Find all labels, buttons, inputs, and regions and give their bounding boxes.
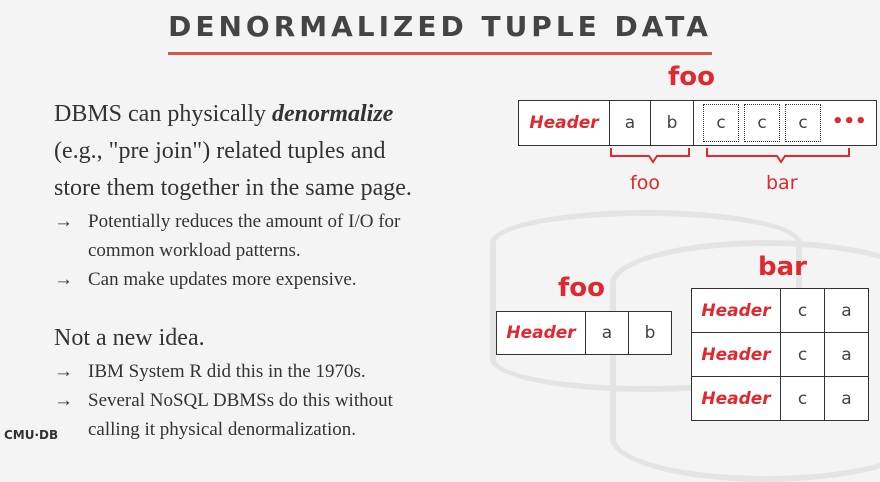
bullet-main-line: store them together in the same page.	[54, 175, 412, 201]
bracket-bar	[706, 148, 850, 164]
bullet-main: Not a new idea.	[54, 325, 205, 351]
bar-cell-a: a	[824, 376, 869, 421]
arrow-icon: →	[54, 211, 73, 232]
bar-cell-a: a	[824, 288, 869, 333]
bullet-sub: → Can make updates more expensive.	[54, 265, 494, 294]
title-underline	[168, 52, 712, 55]
bar-header-cell: Header	[691, 288, 781, 333]
emphasis-text: denormalize	[271, 101, 394, 127]
bullet-sub: → Several NoSQL DBMSs do this without	[54, 386, 494, 415]
page-title: DENORMALIZED TUPLE DATA	[168, 10, 712, 43]
foo-header-cell: Header	[496, 311, 586, 355]
bracket-label-foo: foo	[630, 172, 660, 194]
bar-header-cell: Header	[691, 332, 781, 377]
tuple-cell-c: c	[744, 104, 780, 142]
table-label-bar: bar	[758, 252, 807, 282]
tuple-cell-c: c	[703, 104, 739, 142]
bullet-main-line: (e.g., "pre join") related tuples and	[54, 138, 386, 164]
bar-cell-c: c	[780, 376, 825, 421]
tuple-cell-c: c	[785, 104, 821, 142]
bullet-list: DBMS can physically denormalize (e.g., "…	[54, 96, 494, 444]
bullet-sub-line: calling it physical denormalization.	[88, 419, 357, 440]
foo-cell-b: b	[628, 311, 672, 355]
bar-cell-a: a	[824, 332, 869, 377]
bullet-main: DBMS can physically denormalize	[54, 101, 394, 127]
bar-header-cell: Header	[691, 376, 781, 421]
bracket-label-bar: bar	[766, 172, 798, 194]
bracket-foo	[610, 148, 690, 164]
arrow-icon: →	[54, 390, 73, 411]
bullet-sub: → IBM System R did this in the 1970s.	[54, 357, 494, 386]
bracket-lines	[610, 148, 850, 164]
bar-cell-c: c	[780, 288, 825, 333]
diagram-label-foo: foo	[668, 62, 716, 92]
tuple-cell-a: a	[609, 100, 651, 146]
ellipsis-icon: •••	[832, 111, 867, 132]
tuple-header-cell: Header	[518, 100, 610, 146]
bullet-sub: → Potentially reduces the amount of I/O f…	[54, 207, 494, 236]
tuple-cell-b: b	[650, 100, 694, 146]
arrow-icon: →	[54, 361, 73, 382]
bullet-sub-line: common workload patterns.	[88, 240, 301, 261]
arrow-icon: →	[54, 269, 73, 290]
foo-cell-a: a	[585, 311, 629, 355]
cmu-db-logo: CMU·DB	[4, 428, 59, 442]
bar-cell-c: c	[780, 332, 825, 377]
table-label-foo: foo	[558, 273, 606, 303]
